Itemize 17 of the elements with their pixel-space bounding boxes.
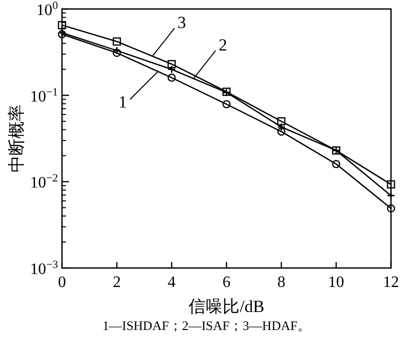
- text: 1—ISHDAF；2—ISAF；3—HDAF。: [102, 318, 311, 333]
- x-tick-label: 12: [383, 274, 399, 291]
- y-tick-label: 10$^{−3}$: [30, 259, 58, 278]
- x-tick-label: 10: [328, 274, 344, 291]
- x-tick-label: 2: [112, 274, 121, 291]
- series-label: 2: [218, 36, 228, 55]
- y-tick-label: 10$^{0}$: [36, 0, 58, 19]
- y-tick-label: 10$^{−1}$: [30, 86, 58, 106]
- x-tick-label: 8: [277, 274, 286, 291]
- series-label: 1: [118, 92, 127, 112]
- x-tick-label: 6: [222, 274, 230, 291]
- x-axis-title: 信噪比/dB: [188, 297, 264, 316]
- y-tick-label: 10$^{−2}$: [30, 172, 58, 192]
- series-label: 3: [177, 13, 186, 32]
- x-tick-label: 0: [58, 274, 66, 291]
- y-axis-title: 中断概率: [7, 104, 26, 172]
- x-tick-label: 4: [168, 274, 176, 291]
